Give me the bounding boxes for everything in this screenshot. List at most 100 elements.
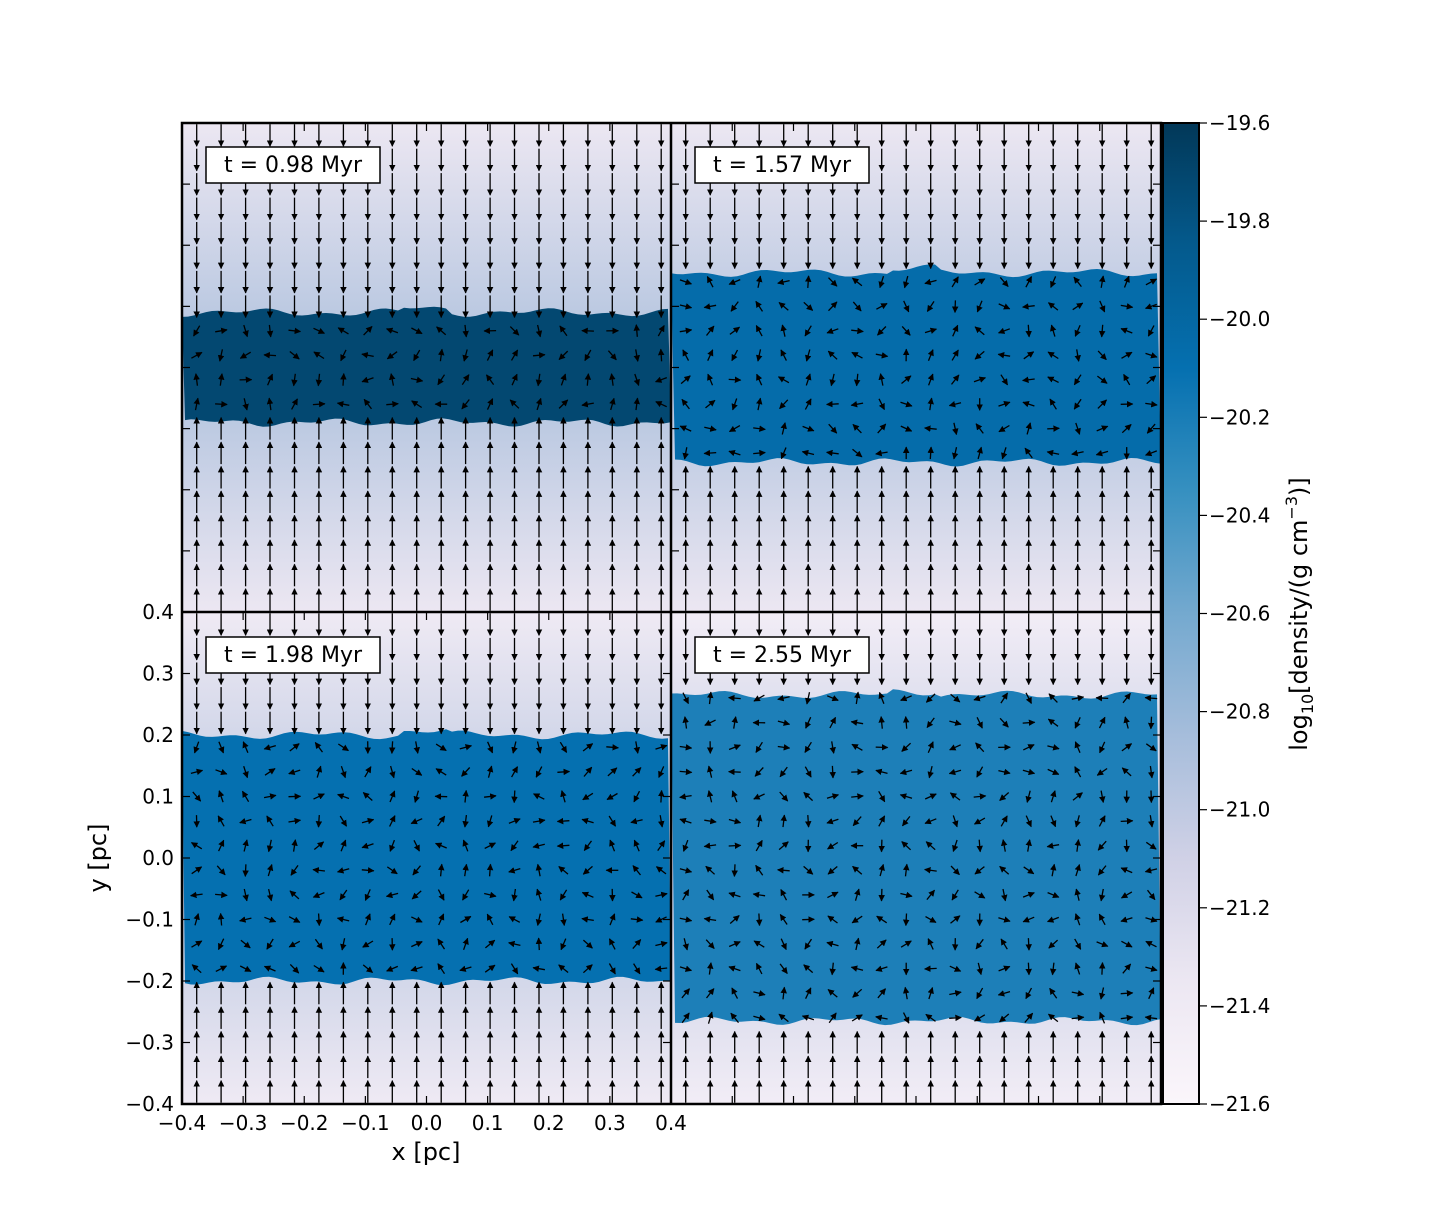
velocity-arrow [438, 913, 445, 926]
velocity-arrow [829, 741, 836, 754]
velocity-arrow [1097, 865, 1107, 876]
density-panel-1 [182, 123, 671, 612]
velocity-arrow [878, 716, 885, 729]
velocity-arrow [682, 938, 689, 951]
velocity-arrow [1025, 324, 1032, 338]
velocity-arrow [1050, 815, 1057, 828]
velocity-arrow [242, 765, 249, 779]
velocity-arrow [1025, 790, 1032, 803]
velocity-arrow [728, 694, 741, 702]
velocity-arrow [902, 986, 910, 1000]
velocity-arrow [1023, 866, 1035, 875]
velocity-arrow [728, 376, 742, 384]
velocity-arrow [484, 842, 496, 849]
velocity-arrow [827, 350, 838, 360]
velocity-arrow [753, 449, 766, 457]
velocity-arrow [853, 373, 861, 387]
velocity-arrow [755, 349, 763, 362]
velocity-arrow [411, 327, 423, 335]
velocity-arrow [657, 325, 665, 337]
velocity-arrow [190, 842, 203, 850]
velocity-arrow [1046, 842, 1060, 849]
velocity-arrow [459, 965, 472, 972]
velocity-arrow [826, 940, 839, 948]
velocity-arrow [828, 1012, 837, 1024]
velocity-arrow [462, 863, 469, 877]
velocity-arrow [1047, 718, 1059, 727]
velocity-arrow [239, 818, 252, 825]
velocity-arrow [756, 275, 763, 288]
velocity-arrow [559, 741, 568, 753]
velocity-arrow [658, 766, 665, 778]
velocity-arrow [728, 842, 742, 849]
velocity-arrow [1120, 891, 1133, 899]
velocity-arrow [948, 768, 962, 776]
panel-label-2: t = 1.57 Myr [694, 146, 870, 184]
velocity-arrow [878, 863, 885, 877]
velocity-arrow [266, 815, 274, 827]
velocity-arrow [925, 693, 936, 703]
velocity-arrow [901, 841, 912, 851]
velocity-arrow [777, 744, 791, 751]
velocity-arrow [1025, 839, 1032, 852]
velocity-arrow [682, 349, 690, 361]
velocity-arrow [1120, 990, 1134, 997]
velocity-arrow [242, 741, 249, 754]
velocity-arrow [1123, 275, 1130, 288]
velocity-arrow [705, 325, 715, 336]
velocity-arrow [901, 375, 912, 385]
velocity-arrow [681, 398, 690, 410]
velocity-arrow [264, 768, 276, 776]
velocity-arrow [777, 719, 791, 726]
velocity-arrow [755, 864, 764, 876]
velocity-arrow [462, 839, 469, 852]
velocity-arrow [361, 817, 375, 825]
velocity-arrow [682, 839, 689, 852]
velocity-arrow [756, 814, 763, 828]
velocity-arrow [1050, 276, 1057, 288]
velocity-arrow [1025, 692, 1032, 704]
velocity-arrow [654, 376, 668, 383]
velocity-arrow [242, 324, 249, 338]
panel-label-2-text: t = 1.57 Myr [713, 153, 852, 178]
velocity-arrow [705, 988, 715, 999]
velocity-arrow [998, 424, 1010, 433]
velocity-arrow [952, 815, 959, 828]
velocity-arrow [779, 399, 789, 410]
velocity-arrow [951, 276, 959, 288]
velocity-arrow [1073, 374, 1082, 386]
velocity-arrow [263, 744, 276, 751]
velocity-arrow [560, 913, 567, 927]
velocity-arrow [705, 399, 716, 409]
velocity-arrow [876, 915, 888, 924]
velocity-arrow [1097, 840, 1107, 851]
velocity-arrow [951, 447, 959, 460]
velocity-arrow [804, 325, 812, 337]
velocity-arrow [217, 815, 225, 827]
velocity-arrow [657, 348, 665, 362]
velocity-arrow [777, 376, 790, 384]
velocity-arrow [875, 768, 888, 776]
velocity-arrow [389, 373, 396, 386]
velocity-arrow [241, 790, 250, 803]
velocity-arrow [706, 276, 714, 288]
velocity-arrow [386, 351, 398, 360]
velocity-arrow [1099, 1011, 1106, 1024]
velocity-arrow [584, 373, 592, 386]
x-tick-label: 0.3 [594, 1111, 626, 1135]
velocity-arrow [560, 938, 567, 951]
velocity-arrow [608, 815, 617, 827]
velocity-arrow [924, 867, 937, 874]
velocity-arrow [1120, 1014, 1134, 1022]
velocity-arrow [337, 793, 350, 800]
velocity-arrow [780, 938, 787, 951]
velocity-arrow [974, 278, 986, 286]
y-tick-label: 0.3 [142, 662, 174, 686]
velocity-arrow [361, 867, 375, 874]
velocity-arrow [805, 373, 812, 386]
velocity-arrow [217, 349, 225, 362]
velocity-arrow [755, 962, 763, 975]
velocity-arrow [875, 449, 888, 457]
velocity-arrow [336, 400, 350, 408]
velocity-arrow [753, 793, 765, 800]
